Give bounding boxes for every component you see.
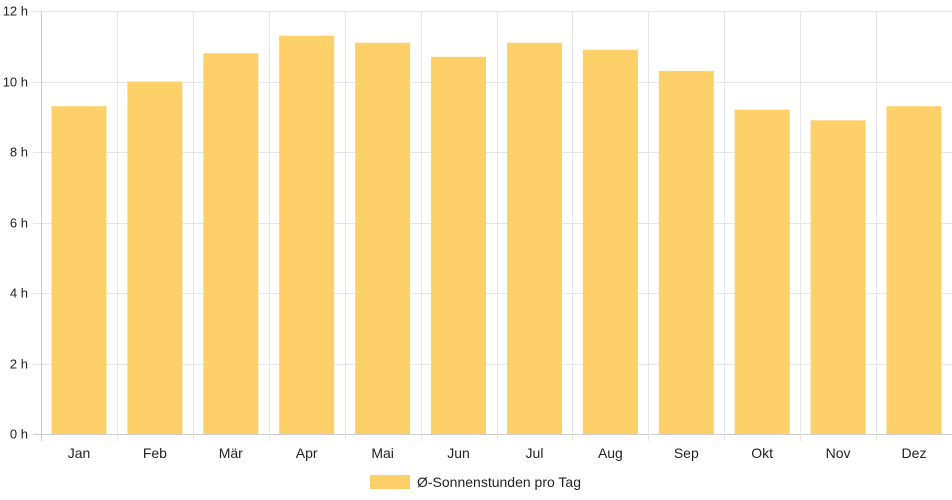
y-tick-label: 0 h (10, 427, 28, 442)
legend[interactable]: Ø-Sonnenstunden pro Tag (370, 474, 581, 490)
bar-jun[interactable] (431, 56, 486, 435)
legend-label[interactable]: Ø-Sonnenstunden pro Tag (417, 474, 581, 490)
bar-aug[interactable] (582, 49, 638, 435)
x-tick-label: Jan (68, 445, 91, 461)
x-tick-label: Nov (826, 445, 851, 461)
axis-layer: 0 h 2 h 4 h 6 h 8 h 10 h 12 h Jan Feb Mär Apr Mai Ju… (3, 4, 927, 462)
x-tick-label: Feb (143, 445, 167, 461)
bar-apr[interactable] (279, 35, 335, 434)
x-tick-label: Aug (598, 445, 623, 461)
x-tick-label: Mai (371, 445, 394, 461)
bar-jul[interactable] (507, 42, 562, 434)
grid-layer (33, 11, 952, 441)
bar-nov[interactable] (810, 120, 866, 435)
bars-layer (51, 35, 942, 435)
y-tick-label: 4 h (10, 286, 28, 301)
bar-mai[interactable] (355, 42, 411, 434)
bar-okt[interactable] (734, 109, 790, 434)
x-tick-label: Jul (526, 445, 544, 461)
y-tick-label: 10 h (3, 75, 28, 90)
y-tick-label: 2 h (10, 357, 28, 372)
x-tick-label: Apr (296, 445, 318, 461)
bar-sep[interactable] (658, 70, 714, 435)
x-tick-label: Dez (902, 445, 927, 461)
x-tick-label: Okt (751, 445, 773, 461)
y-tick-label: 8 h (10, 145, 28, 160)
bar-dez[interactable] (886, 106, 942, 434)
y-tick-label: 12 h (3, 4, 28, 19)
x-tick-label: Jun (447, 445, 470, 461)
x-tick-label: Mär (219, 445, 243, 461)
x-tick-label: Sep (674, 445, 699, 461)
y-tick-label: 6 h (10, 216, 28, 231)
bar-mär[interactable] (203, 53, 259, 435)
legend-swatch[interactable] (370, 475, 410, 489)
bar-jan[interactable] (51, 106, 107, 434)
bar-feb[interactable] (127, 81, 183, 435)
